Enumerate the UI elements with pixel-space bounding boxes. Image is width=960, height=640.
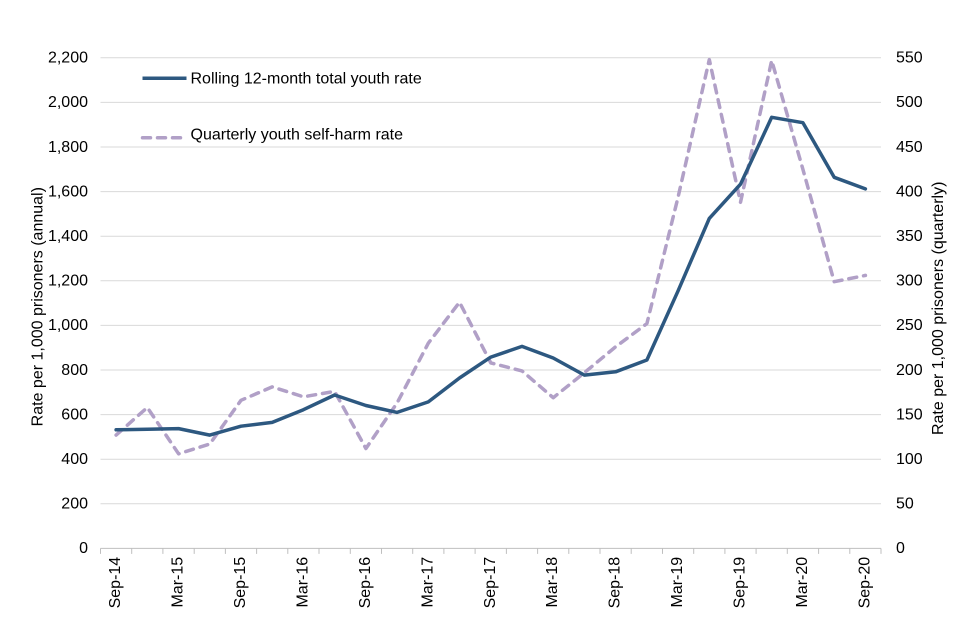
svg-text:200: 200 [896,362,923,379]
svg-text:Rolling 12-month total youth r: Rolling 12-month total youth rate [191,71,422,88]
svg-text:Sep-19: Sep-19 [732,557,749,609]
svg-text:Quarterly youth self-harm rate: Quarterly youth self-harm rate [191,127,404,144]
svg-text:300: 300 [896,273,923,290]
svg-text:1,400: 1,400 [48,228,88,245]
svg-text:2,200: 2,200 [48,50,88,67]
svg-text:Mar-18: Mar-18 [544,557,561,608]
svg-text:600: 600 [61,406,88,423]
svg-text:250: 250 [896,317,923,334]
svg-text:0: 0 [79,540,88,557]
svg-text:Sep-16: Sep-16 [357,557,374,609]
svg-text:450: 450 [896,139,923,156]
svg-text:Sep-20: Sep-20 [856,557,873,609]
svg-text:Sep-18: Sep-18 [607,557,624,609]
svg-text:Rate per 1,000 prisoners (annu: Rate per 1,000 prisoners (annual) [30,187,47,426]
svg-text:800: 800 [61,362,88,379]
svg-text:350: 350 [896,228,923,245]
svg-text:400: 400 [896,183,923,200]
svg-text:Sep-15: Sep-15 [232,557,249,609]
svg-text:Mar-17: Mar-17 [419,557,436,608]
svg-text:1,200: 1,200 [48,273,88,290]
svg-text:200: 200 [61,496,88,513]
svg-text:Mar-20: Mar-20 [794,557,811,608]
svg-text:Rate per 1,000 prisoners (quar: Rate per 1,000 prisoners (quarterly) [930,182,947,435]
svg-text:100: 100 [896,451,923,468]
svg-text:Mar-16: Mar-16 [294,557,311,608]
svg-text:550: 550 [896,50,923,67]
svg-text:400: 400 [61,451,88,468]
svg-text:1,000: 1,000 [48,317,88,334]
svg-text:Mar-15: Mar-15 [170,557,187,608]
svg-text:Sep-17: Sep-17 [482,557,499,609]
svg-text:Mar-19: Mar-19 [669,557,686,608]
svg-text:500: 500 [896,94,923,111]
svg-text:1,800: 1,800 [48,139,88,156]
svg-text:Sep-14: Sep-14 [107,557,124,609]
svg-text:0: 0 [896,540,905,557]
svg-text:50: 50 [896,496,914,513]
svg-text:2,000: 2,000 [48,94,88,111]
svg-text:150: 150 [896,406,923,423]
svg-text:1,600: 1,600 [48,183,88,200]
